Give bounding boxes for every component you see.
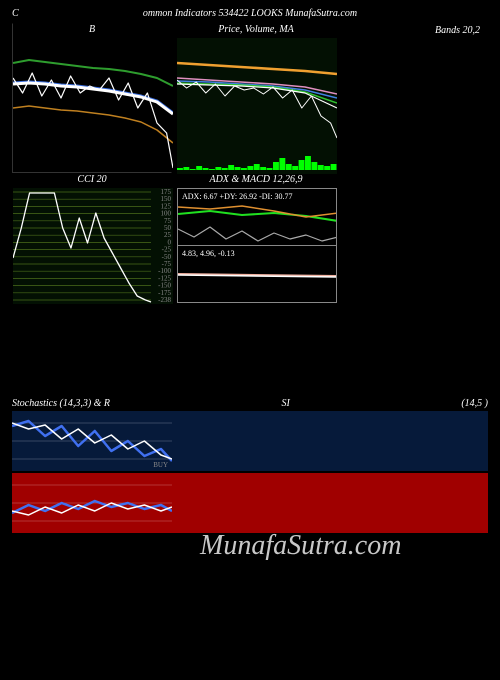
- panel-cci: CCI 20 1751501251007550250-25-50-75-100-…: [12, 173, 172, 303]
- watermark: MunafaSutra.com: [200, 530, 401, 562]
- stoch-header: Stochastics (14,3,3) & R SI (14,5 ): [0, 398, 500, 409]
- adx-title: ADX & MACD 12,26,9: [177, 174, 335, 188]
- page-header: C ommon Indicators 534422 LOOKS MunafaSu…: [0, 0, 500, 23]
- ma-body: [177, 38, 335, 172]
- panel-stoch-b: 805020: [12, 473, 488, 533]
- panel-adx-macd: ADX & MACD 12,26,9 ADX: 6.67 +DY: 26.92 …: [176, 173, 336, 304]
- bbands-title: B: [13, 24, 171, 38]
- row-top: B Price, Volume, MA Bands 20,2: [0, 23, 500, 173]
- svg-text:-238: -238: [158, 296, 171, 304]
- cci-chart: 1751501251007550250-25-50-75-100-125-150…: [13, 188, 173, 304]
- macd-chart: 4.83, 4.96, -0.13: [177, 245, 337, 303]
- stoch-a-chart: 805020BUY: [12, 411, 172, 471]
- panel-stoch-a: 805020BUY: [12, 411, 488, 471]
- panel-bbands: B: [12, 23, 172, 173]
- header-title: ommon Indicators 534422 LOOKS MunafaSutr…: [143, 8, 357, 19]
- bbands-chart: [13, 38, 173, 174]
- stoch-header-left: Stochastics (14,3,3) & R: [12, 398, 110, 409]
- bbands-body: [13, 38, 171, 172]
- stoch-b-chart: 805020: [12, 473, 172, 533]
- bbands-side-label: Bands 20,2: [340, 23, 480, 173]
- gap: [0, 304, 500, 394]
- stoch-header-mid: SI: [282, 398, 290, 409]
- svg-text:BUY: BUY: [153, 461, 168, 469]
- svg-text:4.83, 4.96, -0.13: 4.83, 4.96, -0.13: [182, 249, 235, 258]
- ma-chart: [177, 38, 337, 174]
- cci-body: 1751501251007550250-25-50-75-100-125-150…: [13, 188, 171, 302]
- row-mid: CCI 20 1751501251007550250-25-50-75-100-…: [0, 173, 500, 304]
- header-left-mark: C: [12, 8, 19, 19]
- stoch-header-right: (14,5 ): [461, 398, 488, 409]
- panel-ma: Price, Volume, MA: [176, 23, 336, 173]
- svg-text:ADX: 6.67 +DY: 26.92 -DI: 30.7: ADX: 6.67 +DY: 26.92 -DI: 30.77: [182, 192, 292, 201]
- adx-chart: ADX: 6.67 +DY: 26.92 -DI: 30.77: [177, 188, 337, 246]
- cci-title: CCI 20: [13, 174, 171, 188]
- ma-title: Price, Volume, MA: [177, 24, 335, 38]
